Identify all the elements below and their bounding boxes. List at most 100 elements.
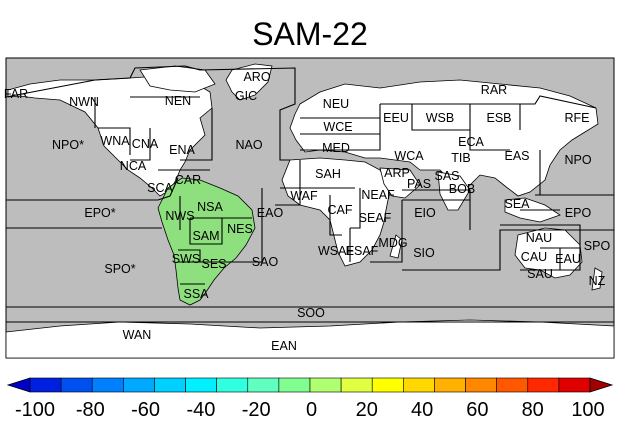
colorbar-swatch [216,377,249,393]
region-label-pas: PAS [407,177,431,191]
colorbar-swatch [29,377,62,393]
colorbar [6,377,614,393]
region-label-sau: SAU [527,267,553,281]
colorbar-tick-label: -100 [15,399,55,421]
region-label-aro: ARO [243,70,270,84]
region-label-sao: SAO [252,255,279,269]
region-label-ena: ENA [169,143,195,157]
colorbar-swatch [247,377,280,393]
colorbar-swatch [558,377,591,393]
colorbar-tick-label: -60 [131,399,160,421]
colorbar-tick-label: 40 [411,399,433,421]
region-label-ses: SES [201,257,226,271]
colorbar-swatch [496,377,529,393]
region-label-spo: SPO [584,239,611,253]
map-title: SAM-22 [252,16,368,52]
region-label-wsaf: WSAF [318,244,354,258]
colorbar-swatch [527,377,560,393]
region-label-nes: NES [227,222,253,236]
colorbar-swatch [91,377,124,393]
region-label-wna: WNA [100,134,130,148]
colorbar-swatch [123,377,155,393]
region-label-seaf: SEAF [359,211,392,225]
region-label-esb: ESB [486,111,511,125]
region-label-bob: BOB [449,182,475,196]
region-label-eio: EIO [414,206,436,220]
colorbar-swatch [434,377,466,393]
colorbar-swatch [340,377,373,393]
colorbar-left-arrow [6,377,31,393]
region-label-npo: NPO [564,153,591,167]
region-label-nau: NAU [526,231,552,245]
region-label-neu: NEU [323,97,349,111]
region-label-ssa: SSA [183,287,209,301]
colorbar-swatch [60,377,93,393]
region-label-ean: EAN [271,339,297,353]
region-label-spo-star: SPO* [104,262,135,276]
colorbar-tick-labels: -100 -80 -60 -40 -20 0 20 40 60 80 100 [15,399,605,421]
region-label-nca: NCA [120,159,147,173]
colorbar-swatch [154,377,186,393]
region-label-cau: CAU [521,250,547,264]
region-label-epo: EPO [565,206,592,220]
region-label-nwn: NWN [69,95,99,109]
colorbar-tick-label: 20 [356,399,378,421]
region-label-sam: SAM [192,229,219,243]
region-label-sws: SWS [172,252,200,266]
region-label-mdg: MDG [378,236,407,250]
colorbar-swatch [185,377,217,393]
region-label-tib: TIB [451,151,470,165]
region-label-nz: NZ [589,274,606,288]
region-label-nao: NAO [235,138,262,152]
region-label-far: FAR [4,87,28,101]
region-label-wce: WCE [323,120,352,134]
region-label-wca: WCA [394,149,424,163]
region-label-sca: SCA [147,181,173,195]
colorbar-tick-label: -40 [186,399,215,421]
region-label-esaf: ESAF [346,244,379,258]
region-label-eao: EAO [257,206,284,220]
south-america-land [157,177,256,306]
africa-land [281,157,391,267]
colorbar-right-arrow [589,377,614,393]
region-label-caf: CAF [328,203,353,217]
region-label-arp: ARP [384,166,410,180]
region-label-sea: SEA [504,197,530,211]
eurasia-land [289,79,599,197]
colorbar-swatch [309,377,342,393]
region-label-cna: CNA [132,137,159,151]
greenland-land [225,63,273,101]
region-label-npo-star: NPO* [52,138,84,152]
region-labels: ARO GIC NEN NWN FAR WNA CNA ENA NCA SCA … [4,70,611,353]
region-label-eca: ECA [458,135,484,149]
region-label-rar: RAR [481,83,507,97]
colorbar-swatch [403,377,435,393]
colorbar-tick-label: 80 [522,399,544,421]
colorbar-tick-label: -20 [242,399,271,421]
colorbar-swatch [371,377,404,393]
region-label-neaf: NEAF [361,188,395,202]
region-label-sah: SAH [315,167,341,181]
colorbar-tick-label: 100 [571,399,604,421]
region-label-nen: NEN [165,94,191,108]
region-label-waf: WAF [290,189,318,203]
region-label-soo: SOO [297,306,325,320]
madagascar-land [389,234,403,259]
region-borders [5,65,614,323]
region-label-sas: SAS [434,169,459,183]
region-label-eas: EAS [504,149,529,163]
region-label-car: CAR [175,173,201,187]
region-label-wan: WAN [123,328,152,342]
colorbar-tick-label: 0 [306,399,317,421]
colorbar-swatch [465,377,497,393]
colorbar-tick-label: 60 [466,399,488,421]
region-label-rfe: RFE [565,111,590,125]
region-label-eau: EAU [555,252,581,266]
region-label-med: MED [322,141,350,155]
region-label-eeu: EEU [383,111,409,125]
australia-land [514,227,583,279]
region-label-nws: NWS [165,209,194,223]
region-label-wsb: WSB [426,111,454,125]
region-label-sio: SIO [413,246,435,260]
region-label-epo-star: EPO* [84,206,115,220]
